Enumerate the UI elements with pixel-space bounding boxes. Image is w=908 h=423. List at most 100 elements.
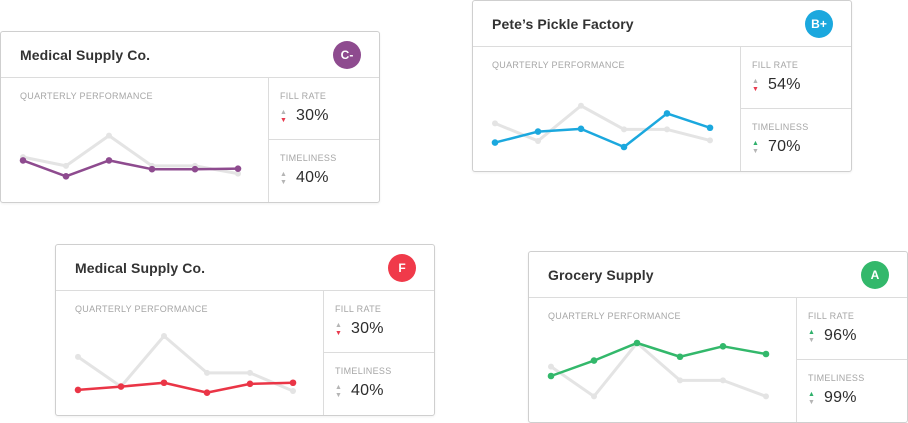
current-data-point (203, 389, 211, 396)
quarterly-performance-label: QUARTERLY PERFORMANCE (548, 311, 681, 321)
baseline-data-point (763, 393, 769, 400)
current-data-point (74, 386, 82, 394)
baseline-data-point (63, 162, 69, 169)
baseline-series-line (494, 104, 711, 143)
current-data-point (663, 110, 671, 117)
current-series-line (550, 341, 767, 378)
baseline-data-point (621, 126, 627, 133)
current-data-point (289, 379, 297, 387)
performance-line-chart (547, 339, 770, 400)
card-body: QUARTERLY PERFORMANCE FILL RATE ▲ ▼ 96% T… (529, 298, 907, 422)
current-data-point (577, 125, 585, 133)
current-series-line (22, 159, 239, 178)
current-data-point (719, 343, 727, 350)
timeliness-trend-icon: ▲ ▼ (808, 391, 815, 406)
quarterly-performance-label: QUARTERLY PERFORMANCE (75, 304, 208, 314)
card-body: QUARTERLY PERFORMANCE FILL RATE ▲ ▼ 54% T… (473, 47, 851, 171)
timeliness-value: 40% (296, 169, 329, 186)
quarterly-performance-section: QUARTERLY PERFORMANCE (529, 298, 797, 422)
supplier-name: Medical Supply Co. (20, 47, 151, 63)
card-header: Medical Supply Co. C- (1, 32, 379, 78)
baseline-data-point (548, 363, 554, 370)
fill-rate-trend-icon: ▲ ▼ (752, 78, 759, 93)
current-data-point (246, 380, 254, 388)
fill-rate-value: 30% (351, 320, 384, 337)
baseline-data-point (247, 369, 253, 376)
fill-rate-label: FILL RATE (752, 60, 799, 70)
supplier-card[interactable]: Medical Supply Co. F QUARTERLY PERFORMAN… (55, 244, 435, 416)
baseline-data-point (535, 137, 541, 144)
timeliness-trend-icon: ▲ ▼ (752, 140, 759, 155)
baseline-data-point (677, 377, 683, 384)
timeliness-label: TIMELINESS (280, 153, 337, 163)
timeliness-trend-icon: ▲ ▼ (280, 171, 287, 186)
current-data-point (491, 139, 499, 146)
supplier-name: Medical Supply Co. (75, 260, 206, 276)
current-data-point (117, 383, 125, 390)
baseline-data-point (492, 120, 498, 127)
baseline-data-point (578, 102, 584, 109)
performance-line-chart (19, 132, 242, 180)
current-series-line (494, 112, 711, 149)
current-data-point (762, 350, 770, 358)
fill-rate-metric: FILL RATE ▲ ▼ 30% (324, 291, 434, 353)
fill-rate-trend-icon: ▲ ▼ (335, 322, 342, 337)
card-header: Grocery Supply A (529, 252, 907, 298)
fill-rate-metric: FILL RATE ▲ ▼ 96% (797, 298, 907, 360)
timeliness-metric: TIMELINESS ▲ ▼ 70% (741, 109, 851, 171)
fill-rate-label: FILL RATE (280, 91, 327, 101)
timeliness-metric: TIMELINESS ▲ ▼ 99% (797, 360, 907, 422)
timeliness-label: TIMELINESS (808, 373, 865, 383)
timeliness-metric: TIMELINESS ▲ ▼ 40% (324, 353, 434, 415)
grade-badge: F (388, 254, 416, 282)
current-data-point (534, 128, 542, 135)
current-series-line (77, 381, 294, 394)
current-data-point (676, 353, 684, 361)
card-header: Pete’s Pickle Factory B+ (473, 1, 851, 47)
card-header: Medical Supply Co. F (56, 245, 434, 291)
performance-line-chart (491, 102, 714, 151)
grade-badge: B+ (805, 10, 833, 38)
quarterly-performance-label: QUARTERLY PERFORMANCE (20, 91, 153, 101)
supplier-name: Grocery Supply (548, 267, 654, 283)
supplier-card[interactable]: Medical Supply Co. C- QUARTERLY PERFORMA… (0, 31, 380, 203)
baseline-data-point (720, 377, 726, 384)
grade-badge: C- (333, 41, 361, 69)
fill-rate-label: FILL RATE (808, 311, 855, 321)
performance-line-chart (74, 333, 297, 396)
quarterly-performance-section: QUARTERLY PERFORMANCE (56, 291, 324, 415)
card-body: QUARTERLY PERFORMANCE FILL RATE ▲ ▼ 30% T… (56, 291, 434, 415)
baseline-data-point (664, 126, 670, 133)
current-data-point (706, 124, 714, 132)
timeliness-label: TIMELINESS (752, 122, 809, 132)
supplier-card[interactable]: Pete’s Pickle Factory B+ QUARTERLY PERFO… (472, 0, 852, 172)
baseline-data-point (204, 369, 210, 376)
fill-rate-trend-icon: ▲ ▼ (808, 329, 815, 344)
current-data-point (620, 143, 628, 151)
baseline-data-point (75, 353, 81, 360)
current-data-point (148, 165, 156, 173)
timeliness-label: TIMELINESS (335, 366, 392, 376)
timeliness-metric: TIMELINESS ▲ ▼ 40% (269, 140, 379, 202)
baseline-series-line (550, 341, 767, 398)
timeliness-value: 70% (768, 138, 801, 155)
timeliness-value: 40% (351, 382, 384, 399)
quarterly-performance-section: QUARTERLY PERFORMANCE (473, 47, 741, 171)
current-data-point (160, 379, 168, 387)
supplier-card[interactable]: Grocery Supply A QUARTERLY PERFORMANCE F… (528, 251, 908, 423)
fill-rate-value: 30% (296, 107, 329, 124)
quarterly-performance-section: QUARTERLY PERFORMANCE (1, 78, 269, 202)
baseline-series-line (77, 334, 294, 393)
baseline-series-line (22, 134, 239, 176)
baseline-data-point (161, 333, 167, 339)
quarterly-performance-label: QUARTERLY PERFORMANCE (492, 60, 625, 70)
baseline-data-point (235, 170, 241, 177)
current-data-point (105, 157, 113, 164)
supplier-name: Pete’s Pickle Factory (492, 16, 634, 32)
fill-rate-trend-icon: ▲ ▼ (280, 109, 287, 124)
baseline-data-point (106, 132, 112, 139)
current-data-point (633, 339, 641, 347)
current-data-point (62, 173, 70, 180)
fill-rate-metric: FILL RATE ▲ ▼ 30% (269, 78, 379, 140)
fill-rate-value: 54% (768, 76, 801, 93)
